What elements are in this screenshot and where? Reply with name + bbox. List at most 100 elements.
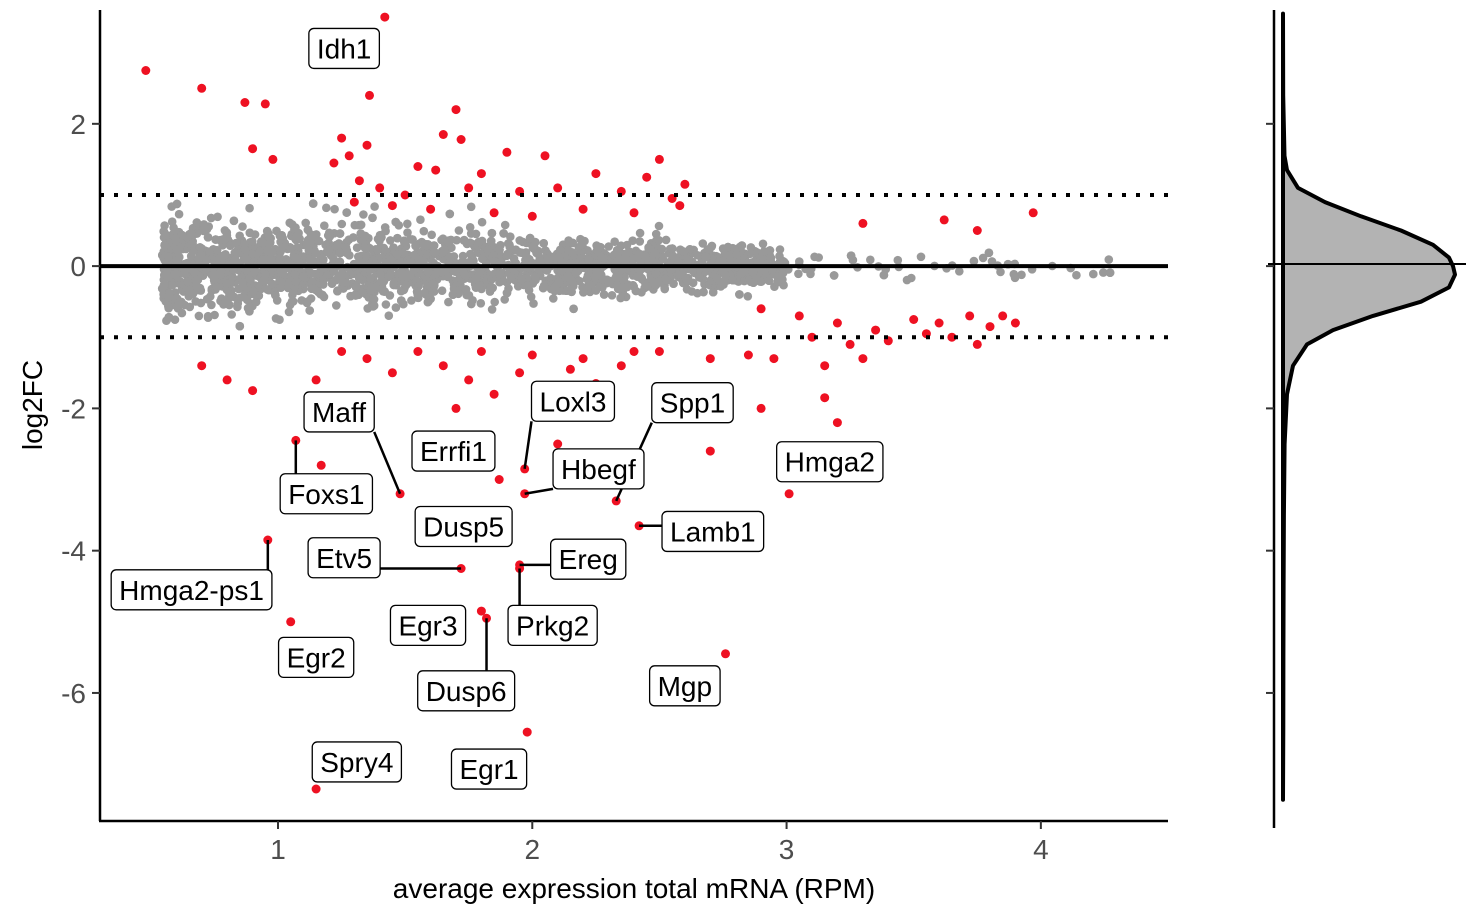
significant-point (362, 354, 372, 364)
data-point (644, 244, 653, 253)
data-point (429, 241, 439, 250)
data-point (308, 199, 318, 208)
x-tick-label: 1 (270, 834, 286, 865)
data-point (352, 243, 362, 252)
gene-labels: Idh1 Maff Errfi1 Loxl3 Spp1 Hbegf Hmga2 Foxs1 Du… (110, 27, 884, 790)
data-point (420, 288, 429, 298)
data-point (251, 297, 261, 307)
gene-label-text: Spry4 (320, 747, 393, 778)
data-point (635, 228, 645, 238)
data-point (866, 255, 875, 265)
gene-label: Ereg (550, 538, 627, 580)
data-point (179, 269, 189, 278)
data-point (651, 269, 661, 279)
significant-point (476, 606, 486, 616)
data-point (893, 255, 903, 265)
data-point (386, 236, 395, 245)
significant-point (337, 133, 347, 143)
gene-label-box (110, 569, 273, 611)
data-point (258, 277, 268, 286)
data-point (245, 307, 254, 316)
data-point (172, 199, 182, 209)
data-point (550, 282, 560, 291)
data-point (465, 223, 475, 232)
gene-label-box (661, 510, 765, 553)
data-point (351, 291, 360, 300)
data-point (675, 270, 685, 279)
data-point (278, 241, 288, 251)
gene-label: Idh1 (308, 27, 381, 70)
significant-point (464, 375, 474, 385)
data-point (599, 290, 609, 299)
data-point (720, 270, 730, 280)
data-point (318, 290, 327, 300)
data-point (723, 242, 733, 252)
data-point (306, 268, 316, 278)
data-point (746, 243, 756, 252)
data-point (164, 292, 174, 302)
data-point (794, 269, 803, 279)
data-point (448, 290, 458, 300)
significant-point (329, 158, 339, 168)
significant-point (515, 368, 525, 378)
data-point (265, 239, 274, 249)
data-point (879, 270, 889, 280)
data-point (563, 271, 573, 281)
data-point (978, 253, 988, 263)
data-point (220, 226, 230, 235)
data-point (291, 276, 300, 286)
data-point (651, 280, 661, 290)
gene-label: Dusp5 (414, 505, 513, 548)
significant-point (642, 172, 652, 182)
gene-label-box (507, 604, 598, 647)
data-point (354, 273, 364, 283)
significant-point (947, 332, 957, 342)
data-point (701, 252, 711, 262)
data-point (349, 233, 358, 242)
data-point (161, 230, 170, 240)
data-point (384, 311, 394, 321)
gene-label: Etv5 (307, 537, 381, 579)
data-point (499, 229, 508, 238)
gene-label-text: Hbegf (561, 454, 636, 485)
data-point (592, 246, 602, 255)
significant-point (705, 446, 715, 456)
data-point (732, 250, 741, 259)
data-point (291, 233, 301, 242)
leader-line (524, 487, 554, 495)
significant-point (756, 304, 766, 314)
gene-label-box (651, 382, 734, 424)
data-point (477, 217, 487, 227)
data-point (916, 252, 926, 262)
data-point (699, 287, 708, 297)
data-point (528, 243, 538, 253)
data-point (391, 217, 401, 227)
data-point (207, 255, 217, 264)
significant-point (400, 190, 410, 200)
data-point (335, 248, 345, 258)
data-point (407, 296, 416, 305)
data-point (575, 276, 584, 286)
data-point (360, 243, 370, 253)
x-tick-label: 3 (779, 834, 795, 865)
data-point (203, 311, 213, 321)
data-point (319, 255, 328, 264)
gene-label-text: Mgp (658, 671, 712, 702)
significant-point (222, 375, 232, 385)
data-point (669, 279, 678, 289)
data-point (174, 298, 184, 308)
significant-point (337, 347, 347, 356)
data-point (359, 210, 368, 219)
data-point (314, 236, 324, 246)
data-point (660, 284, 669, 294)
data-point (486, 282, 496, 292)
data-point (708, 287, 718, 297)
data-point (431, 269, 441, 279)
data-point (694, 272, 704, 281)
data-point (192, 229, 202, 238)
significant-point (858, 218, 868, 228)
data-point (567, 287, 576, 297)
data-point (201, 255, 211, 265)
data-point (339, 278, 348, 287)
gene-label: Foxs1 (279, 473, 374, 515)
